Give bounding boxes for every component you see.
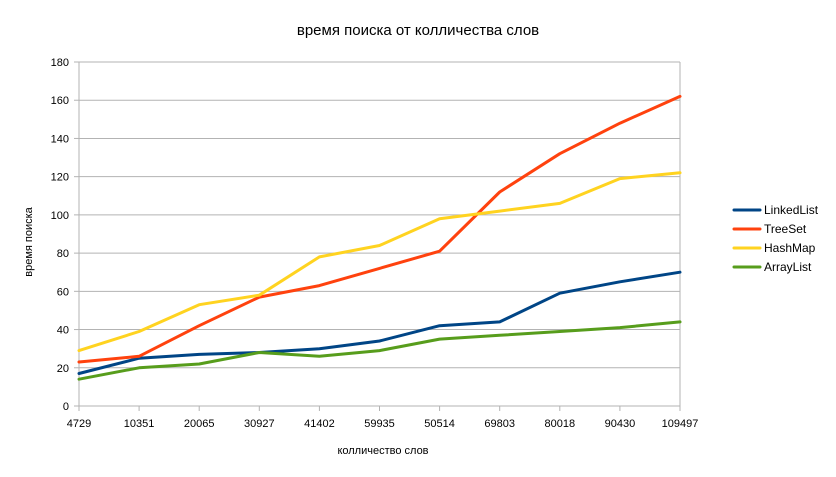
legend-label: LinkedList: [764, 203, 819, 217]
y-tick-label: 140: [51, 133, 69, 145]
x-tick-label: 69803: [484, 418, 515, 430]
legend-label: TreeSet: [764, 222, 807, 236]
x-tick-label: 80018: [545, 418, 576, 430]
y-axis-ticks: 0 20 40 60 80 100 120 140 160 180: [51, 57, 69, 413]
x-axis-label: колличество слов: [337, 445, 428, 457]
y-tick-label: 20: [57, 363, 69, 375]
x-tick-label: 10351: [124, 418, 155, 430]
y-tick-label: 60: [57, 286, 69, 298]
y-tick-label: 100: [51, 210, 69, 222]
gridlines: [74, 61, 681, 407]
x-tick-label: 20065: [184, 418, 215, 430]
y-tick-label: 180: [51, 57, 69, 69]
y-tick-label: 160: [51, 95, 69, 107]
x-tick-label: 4729: [67, 418, 91, 430]
series-line-treeset: [77, 94, 682, 364]
x-tick-label: 50514: [424, 418, 455, 430]
x-axis-ticks: 4729 10351 20065 30927 41402 59935 50514 69803 8…: [67, 406, 699, 430]
chart-title: время поиска от колличества слов: [297, 22, 539, 39]
series-line-arraylist: [77, 320, 682, 381]
y-axis-label: время поиска: [23, 206, 35, 276]
series-line-hashmap: [77, 171, 682, 353]
series-line-linkedlist: [77, 270, 682, 375]
legend-label: ArrayList: [764, 260, 812, 274]
y-tick-label: 40: [57, 325, 69, 337]
legend: LinkedList TreeSet HashMap ArrayList: [732, 203, 819, 274]
x-tick-label: 30927: [244, 418, 275, 430]
x-tick-label: 41402: [304, 418, 335, 430]
y-tick-label: 0: [63, 401, 69, 413]
x-tick-label: 109497: [662, 418, 699, 430]
legend-label: HashMap: [764, 241, 816, 255]
x-tick-label: 90430: [605, 418, 636, 430]
series-lines: [77, 94, 682, 381]
y-tick-label: 80: [57, 248, 69, 260]
y-tick-label: 120: [51, 172, 69, 184]
x-tick-label: 59935: [364, 418, 395, 430]
